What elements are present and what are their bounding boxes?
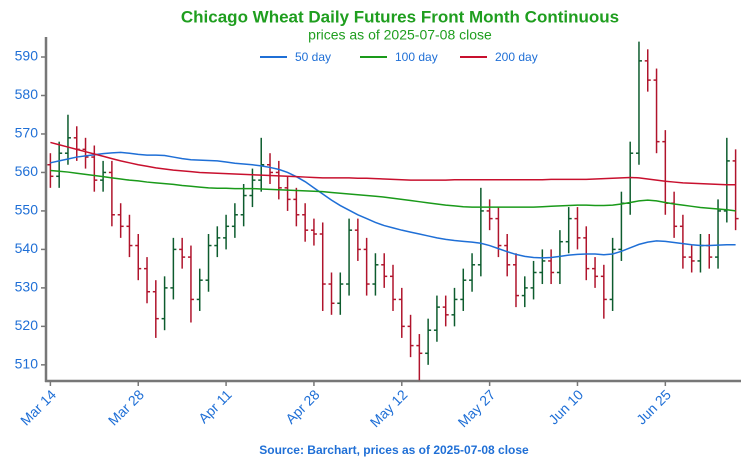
- x-tick-label: Mar 14: [17, 386, 59, 428]
- y-tick-label: 560: [15, 163, 39, 179]
- source-note: Source: Barchart, prices as of 2025-07-0…: [259, 443, 529, 457]
- y-tick-label: 570: [15, 125, 39, 141]
- x-tick-label: Apr 28: [282, 386, 323, 427]
- y-tick-label: 510: [15, 356, 39, 372]
- legend-label: 100 day: [395, 50, 438, 64]
- x-tick-label: Jun 10: [545, 386, 586, 427]
- y-tick-label: 530: [15, 279, 39, 295]
- x-tick-label: Mar 28: [105, 386, 147, 428]
- x-tick-label: Jun 25: [633, 386, 674, 427]
- legend-label: 200 day: [495, 50, 538, 64]
- y-tick-label: 550: [15, 202, 39, 218]
- moving-average-line: [50, 141, 736, 186]
- chart-subtitle: prices as of 2025-07-08 close: [308, 27, 492, 43]
- chart-title: Chicago Wheat Daily Futures Front Month …: [181, 7, 619, 26]
- x-tick-label: Apr 11: [195, 386, 235, 426]
- x-tick-label: May 12: [367, 386, 411, 430]
- y-tick-label: 520: [15, 317, 39, 333]
- x-tick-label: May 27: [455, 386, 499, 430]
- y-tick-label: 580: [15, 86, 39, 102]
- moving-average-line: [50, 151, 736, 259]
- moving-average-line: [50, 169, 736, 212]
- legend-label: 50 day: [295, 50, 331, 64]
- y-tick-label: 540: [15, 240, 39, 256]
- y-tick-label: 590: [15, 48, 39, 64]
